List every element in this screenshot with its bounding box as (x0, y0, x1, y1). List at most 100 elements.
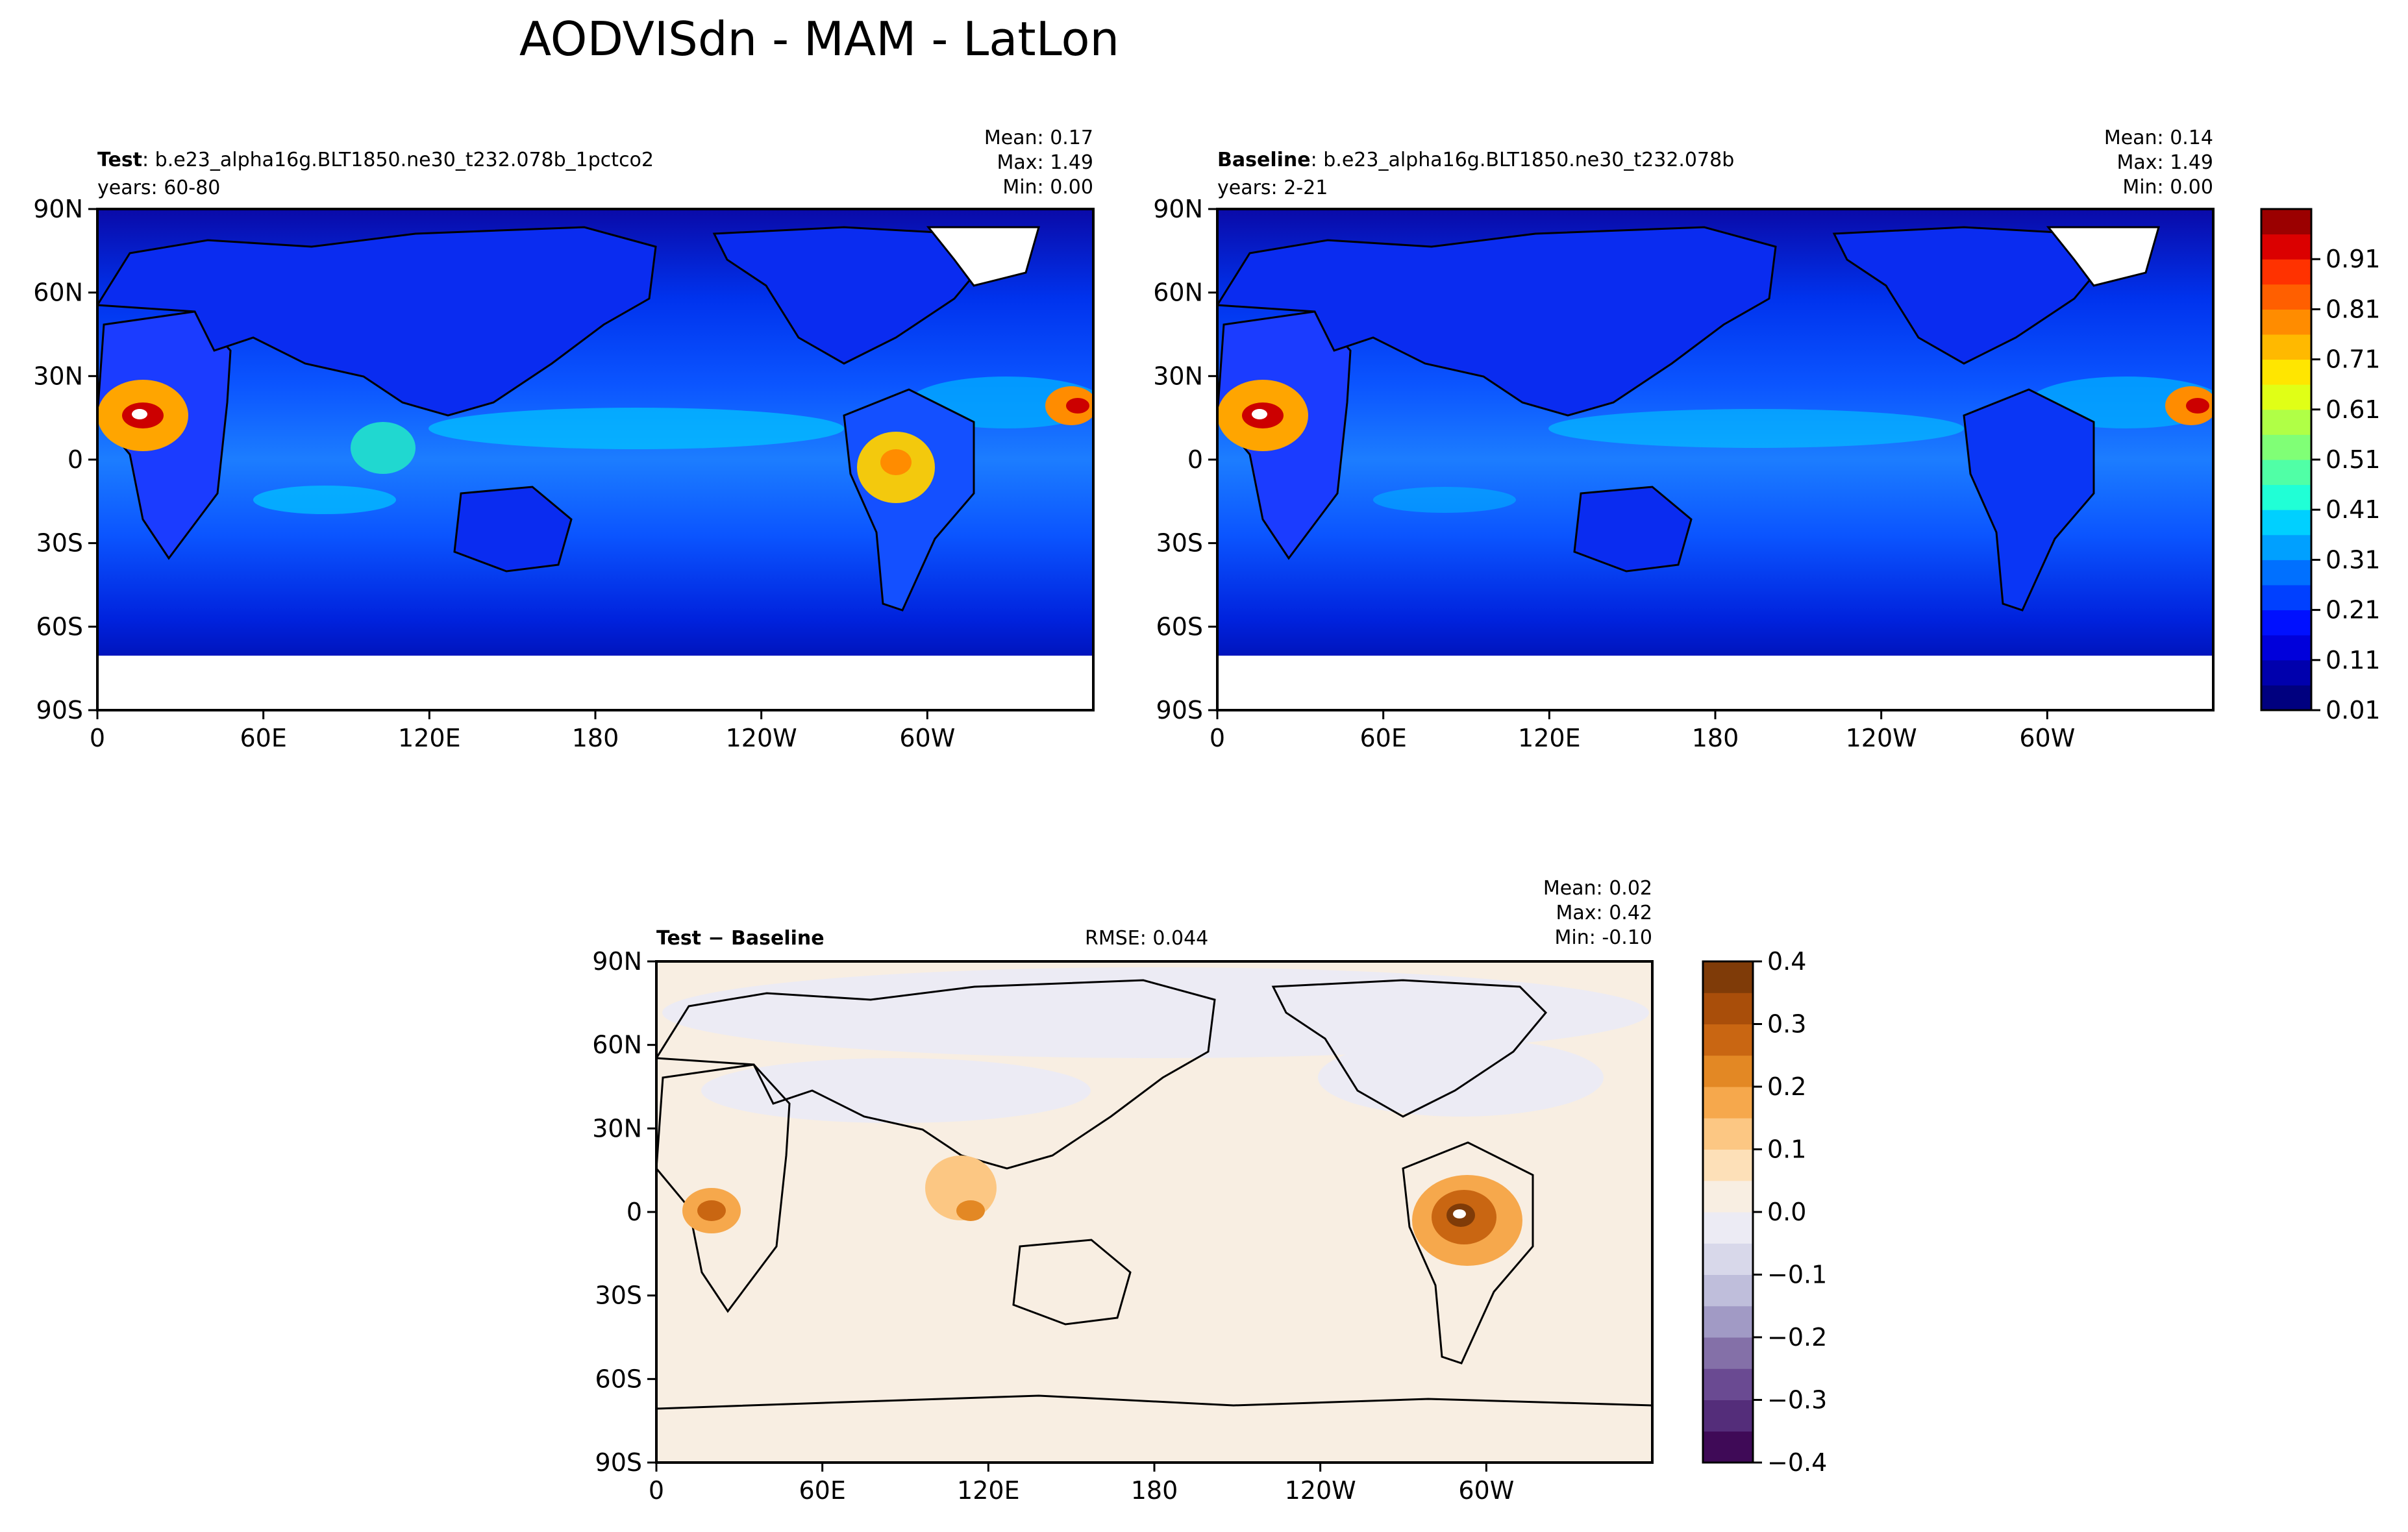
baseline-north-america (1832, 226, 2109, 365)
panel-test: Test: b.e23_alpha16g.BLT1850.ne30_t232.0… (33, 127, 1095, 752)
test-label-bold: Test (97, 149, 142, 171)
colorbar-main-tick-label: 0.11 (2326, 646, 2381, 674)
colorbar-main-tick-label: 0.61 (2326, 395, 2381, 424)
baseline-ytick-label: 0 (1187, 445, 1203, 474)
panel-diff: Test − Baseline RMSE: 0.044 Mean: 0.02 M… (592, 877, 1654, 1505)
colorbar-diff-swatch (1703, 1087, 1753, 1118)
diff-xtick-label: 0 (649, 1476, 664, 1505)
colorbar-main-swatch (2261, 409, 2311, 435)
test-xtick-label: 0 (90, 724, 105, 752)
baseline-xtick-label: 180 (1692, 724, 1739, 752)
diff-stat-mean: Mean: 0.02 (1543, 877, 1652, 900)
baseline-years: years: 2-21 (1217, 177, 1328, 199)
colorbar-diff-swatch (1703, 1274, 1753, 1307)
baseline-eurasia (1217, 226, 1777, 417)
colorbar-diff-swatch (1703, 993, 1753, 1024)
baseline-antarctica (1217, 656, 2213, 710)
colorbar-diff-tick-label: −0.4 (1767, 1448, 1827, 1477)
diff-america-negative (1318, 1039, 1604, 1117)
diff-ytick-label: 0 (627, 1198, 642, 1226)
colorbar-main-tick-label: 0.81 (2326, 295, 2381, 323)
colorbar-diff-swatch (1703, 1431, 1753, 1463)
diff-eurasia (656, 979, 1216, 1170)
test-xtick-label: 120W (726, 724, 797, 752)
colorbar-main-tick-label: 0.31 (2326, 545, 2381, 574)
diff-africa-plume-core (697, 1200, 726, 1221)
colorbar-main-swatch (2261, 610, 2311, 636)
colorbar-main-swatch (2261, 259, 2311, 285)
colorbar-diff-tick-label: 0.3 (1767, 1010, 1806, 1039)
test-antarctica (97, 656, 1093, 710)
colorbar-main-swatch (2261, 560, 2311, 586)
test-ytick-label: 90S (36, 696, 83, 724)
diff-xtick-label: 60W (1458, 1476, 1514, 1505)
diff-xtick-label: 120E (957, 1476, 1020, 1505)
colorbar-diff-tick-label: 0.0 (1767, 1198, 1806, 1226)
colorbar-main-tick-label: 0.41 (2326, 495, 2381, 524)
diff-eurasia-negative (701, 1058, 1091, 1123)
colorbar-main-swatch (2261, 510, 2311, 536)
baseline-sahara-dust-peak (1252, 409, 1267, 419)
test-tropical-band-pacific (428, 408, 844, 449)
baseline-ytick-label: 30S (1156, 529, 1203, 558)
baseline-xtick-label: 120W (1846, 724, 1917, 752)
baseline-greenland (2046, 226, 2160, 287)
colorbar-main: 0.91 0.81 0.71 0.61 0.51 0.41 0.31 0.21 0.11 0.01 (2260, 208, 2381, 724)
diff-xtick-label: 120W (1285, 1476, 1356, 1505)
baseline-axes: 0 60E 120E 180 120W 60W 90N 60N 30N 0 30S 60S 90S (1153, 195, 2075, 752)
colorbar-diff-tick-label: −0.2 (1767, 1323, 1827, 1352)
baseline-xtick-label: 0 (1210, 724, 1225, 752)
colorbar-main-tick-label: 0.91 (2326, 245, 2381, 273)
colorbar-main-swatch (2261, 234, 2311, 260)
baseline-ytick-label: 60S (1156, 612, 1203, 641)
baseline-ytick-label: 90S (1156, 696, 1203, 724)
baseline-ytick-label: 90N (1153, 195, 1203, 223)
colorbar-main-swatch (2261, 309, 2311, 335)
colorbar-diff-swatch (1703, 1055, 1753, 1087)
colorbar-diff-swatch (1703, 1149, 1753, 1181)
test-xtick-label: 60W (899, 724, 955, 752)
diff-stat-min: Min: -0.10 (1555, 926, 1653, 949)
baseline-south-america (1963, 388, 2095, 612)
diff-ytick-label: 90N (592, 947, 642, 976)
panel-baseline: Baseline: b.e23_alpha16g.BLT1850.ne30_t2… (1153, 127, 2215, 752)
baseline-ytick-label: 60N (1153, 278, 1203, 307)
test-ytick-label: 60S (36, 612, 83, 641)
test-north-america (712, 226, 989, 365)
diff-ytick-label: 30N (592, 1114, 642, 1143)
colorbar-diff-swatch (1703, 1212, 1753, 1244)
diff-australia (1012, 1239, 1132, 1326)
test-ytick-label: 30S (36, 529, 83, 558)
test-stat-min: Min: 0.00 (1002, 176, 1093, 199)
diff-map (656, 961, 1652, 1463)
colorbar-main-swatch (2261, 660, 2311, 686)
colorbar-main-swatch (2261, 484, 2311, 510)
colorbar-main-swatch (2261, 685, 2311, 711)
colorbar-diff-tick-label: −0.3 (1767, 1386, 1827, 1415)
colorbar-main-swatch (2261, 585, 2311, 611)
diff-rmse: RMSE: 0.044 (1085, 927, 1208, 950)
diff-antarctica (656, 1394, 1652, 1410)
baseline-label-rest: : b.e23_alpha16g.BLT1850.ne30_t232.078b (1311, 149, 1735, 171)
colorbar-diff: 0.4 0.3 0.2 0.1 0.0 −0.1 −0.2 −0.3 −0.4 (1702, 947, 1827, 1477)
diff-ytick-label: 90S (595, 1448, 642, 1477)
test-ytick-label: 90N (33, 195, 83, 223)
baseline-tropical-band-pacific (1548, 409, 1964, 448)
colorbar-main-tick-label: 0.51 (2326, 445, 2381, 474)
colorbar-diff-swatch (1703, 961, 1753, 993)
colorbar-main-tick-label: 0.01 (2326, 696, 2381, 724)
test-ytick-label: 60N (33, 278, 83, 307)
baseline-label-bold: Baseline (1217, 149, 1311, 171)
colorbar-main-swatch (2261, 384, 2311, 410)
colorbar-diff-swatch (1703, 1118, 1753, 1150)
colorbar-diff-swatch (1703, 1243, 1753, 1275)
diff-ytick-label: 30S (595, 1281, 642, 1310)
test-australia (453, 486, 573, 573)
baseline-australia (1573, 486, 1693, 573)
test-eurasia (97, 226, 657, 417)
figure-title: AODVISdn - MAM - LatLon (519, 12, 1119, 66)
baseline-xtick-label: 60W (2019, 724, 2075, 752)
test-xtick-label: 60E (240, 724, 286, 752)
colorbar-main-swatch (2261, 209, 2311, 235)
